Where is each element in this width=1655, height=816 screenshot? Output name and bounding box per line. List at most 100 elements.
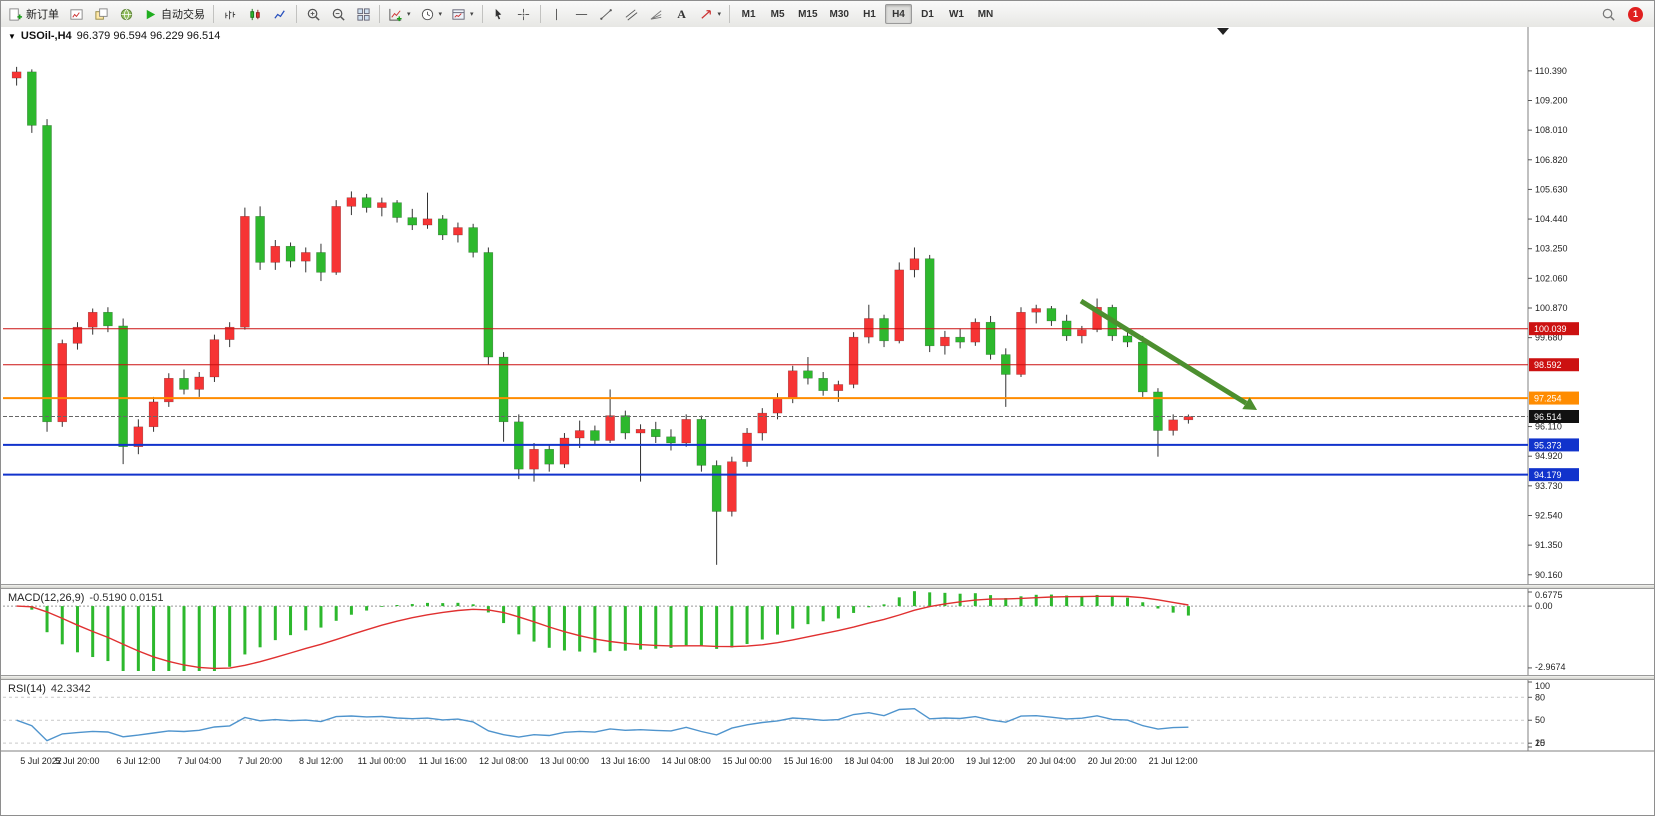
toolbar-separator xyxy=(213,5,214,23)
rsi-line xyxy=(16,707,1189,742)
chevron-down-icon: ▾ xyxy=(470,11,474,18)
time-axis[interactable] xyxy=(1,751,1654,775)
horizontal-line-button[interactable] xyxy=(570,3,594,25)
svg-text:12 Jul 08:00: 12 Jul 08:00 xyxy=(479,756,528,766)
candlestick-chart-button[interactable] xyxy=(243,3,267,25)
svg-text:105.630: 105.630 xyxy=(1535,184,1568,194)
text-tool-icon: A xyxy=(677,6,686,21)
pane-splitter-rsi[interactable] xyxy=(1,675,1654,680)
trendline-button[interactable] xyxy=(595,3,619,25)
svg-text:50: 50 xyxy=(1535,715,1545,725)
profiles-button[interactable] xyxy=(89,3,113,25)
cursor-button[interactable] xyxy=(487,3,511,25)
svg-text:90.160: 90.160 xyxy=(1535,570,1563,580)
svg-text:91.350: 91.350 xyxy=(1535,540,1563,550)
svg-text:104.440: 104.440 xyxy=(1535,214,1568,224)
timeframe-m30[interactable]: M30 xyxy=(825,4,854,24)
indicators-button[interactable]: ▾ xyxy=(384,3,415,25)
svg-text:110.390: 110.390 xyxy=(1535,66,1567,76)
timeframe-m1[interactable]: M1 xyxy=(735,4,762,24)
timeframe-h4[interactable]: H4 xyxy=(884,4,912,25)
svg-text:96.514: 96.514 xyxy=(1534,412,1562,422)
svg-text:80: 80 xyxy=(1535,692,1545,702)
arrow-tool-icon xyxy=(699,7,714,22)
globe-icon xyxy=(119,7,134,22)
horizontal-line-icon xyxy=(574,7,589,22)
zoom-out-button[interactable] xyxy=(326,3,350,25)
svg-text:92.540: 92.540 xyxy=(1535,510,1563,520)
autotrade-play-icon xyxy=(143,7,158,22)
line-chart-icon xyxy=(273,7,288,22)
template-icon xyxy=(451,7,466,22)
arrow-head xyxy=(1242,397,1258,410)
svg-text:13 Jul 16:00: 13 Jul 16:00 xyxy=(601,756,650,766)
macd-signal-line xyxy=(16,595,1189,670)
chart-shift-marker[interactable] xyxy=(1217,28,1229,35)
timeframe-d1[interactable]: D1 xyxy=(914,4,941,24)
toolbar: 新订单 自动交易 xyxy=(1,1,1654,28)
svg-text:8 Jul 12:00: 8 Jul 12:00 xyxy=(299,756,343,766)
svg-text:103.250: 103.250 xyxy=(1535,244,1568,254)
svg-text:93.730: 93.730 xyxy=(1535,481,1563,491)
svg-text:19 Jul 12:00: 19 Jul 12:00 xyxy=(966,756,1015,766)
search-button[interactable] xyxy=(1596,3,1620,25)
crosshair-button[interactable] xyxy=(512,3,536,25)
zoom-in-button[interactable] xyxy=(301,3,325,25)
toolbar-right-group: 1 xyxy=(1596,3,1651,25)
trend-arrow-annotation[interactable] xyxy=(1079,298,1248,406)
community-button[interactable] xyxy=(114,3,138,25)
toolbar-separator xyxy=(539,5,541,23)
svg-text:7 Jul 04:00: 7 Jul 04:00 xyxy=(177,756,221,766)
chart-canvas[interactable]: 110.390 109.200 108.010 106.820 105.630 104.4… xyxy=(1,27,1655,816)
bar-chart-icon xyxy=(223,7,238,22)
svg-text:94.179: 94.179 xyxy=(1534,470,1562,480)
svg-text:5 Jul 2022: 5 Jul 2022 xyxy=(20,756,62,766)
svg-text:7 Jul 20:00: 7 Jul 20:00 xyxy=(238,756,282,766)
autotrade-button[interactable]: 自动交易 xyxy=(139,3,209,25)
cursor-icon xyxy=(491,7,506,22)
vertical-line-icon xyxy=(549,7,564,22)
svg-text:108.010: 108.010 xyxy=(1535,125,1568,135)
candlestick-chart-icon xyxy=(248,7,263,22)
bar-chart-button[interactable] xyxy=(218,3,242,25)
indicators-icon xyxy=(388,7,403,22)
svg-text:15 Jul 16:00: 15 Jul 16:00 xyxy=(783,756,832,766)
timeframe-m15[interactable]: M15 xyxy=(793,4,822,24)
svg-text:109.200: 109.200 xyxy=(1535,95,1568,105)
fibonacci-button[interactable] xyxy=(645,3,669,25)
channel-button[interactable] xyxy=(620,3,644,25)
macd-histogram xyxy=(30,591,1190,671)
toolbar-separator xyxy=(481,5,483,23)
svg-text:97.254: 97.254 xyxy=(1534,394,1562,404)
charts-window-button[interactable] xyxy=(64,3,88,25)
price-axis[interactable] xyxy=(1528,27,1654,751)
timeframe-m5[interactable]: M5 xyxy=(764,4,791,24)
vertical-line-button[interactable] xyxy=(545,3,569,25)
chevron-down-icon: ▾ xyxy=(407,11,411,18)
text-tool-button[interactable]: A xyxy=(670,3,694,25)
new-order-icon xyxy=(8,7,23,22)
timeframe-h1[interactable]: H1 xyxy=(856,4,883,24)
svg-text:18 Jul 04:00: 18 Jul 04:00 xyxy=(844,756,893,766)
svg-text:20 Jul 20:00: 20 Jul 20:00 xyxy=(1088,756,1137,766)
channel-icon xyxy=(624,7,639,22)
candlestick-series xyxy=(11,66,1194,565)
new-order-button[interactable]: 新订单 xyxy=(4,3,63,25)
autotrade-label: 自动交易 xyxy=(161,9,205,21)
fibonacci-icon xyxy=(649,7,664,22)
line-chart-button[interactable] xyxy=(268,3,292,25)
arrows-tool-button[interactable]: ▾ xyxy=(695,3,726,25)
timeframe-w1[interactable]: W1 xyxy=(943,4,970,24)
svg-text:100.870: 100.870 xyxy=(1535,303,1568,313)
svg-text:99.680: 99.680 xyxy=(1535,333,1563,343)
timeframe-mn[interactable]: MN xyxy=(972,4,999,24)
svg-text:15 Jul 00:00: 15 Jul 00:00 xyxy=(723,756,772,766)
tile-windows-button[interactable] xyxy=(351,3,375,25)
svg-text:0.6775: 0.6775 xyxy=(1535,590,1563,600)
template-button[interactable]: ▾ xyxy=(447,3,478,25)
chevron-down-icon: ▾ xyxy=(438,11,443,18)
pane-splitter-macd[interactable] xyxy=(1,584,1654,589)
notification-badge[interactable]: 1 xyxy=(1628,6,1643,22)
periods-menu-button[interactable]: ▾ xyxy=(416,3,447,25)
